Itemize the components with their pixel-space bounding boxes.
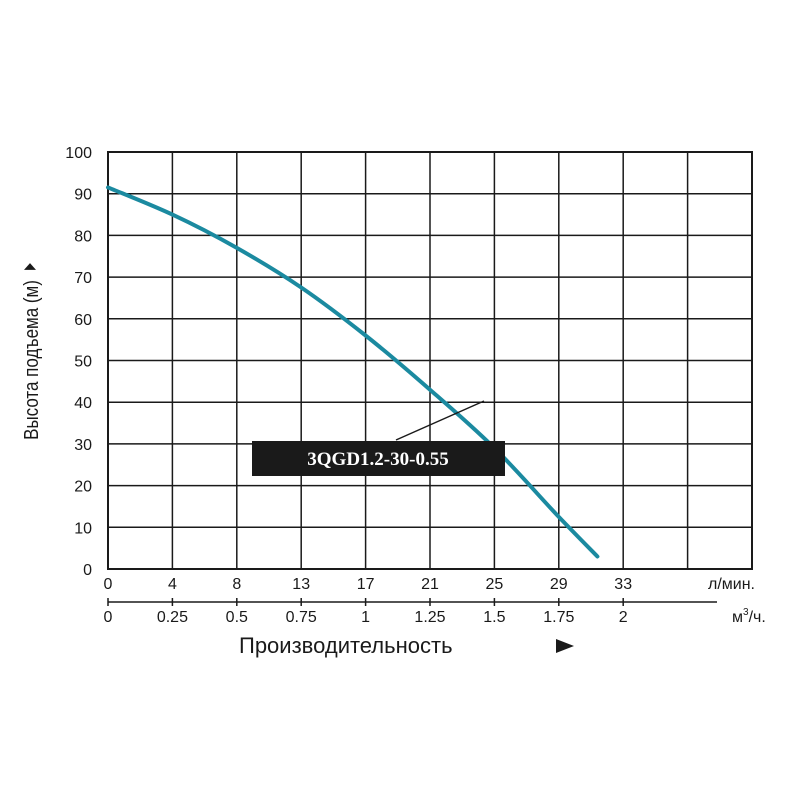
- chart-grid: [108, 152, 752, 569]
- x-tick-label-m3h: 0.75: [286, 609, 317, 626]
- y-axis-arrow-icon: [24, 263, 36, 270]
- series-line-pump-curve: [106, 185, 600, 559]
- x-tick-label-m3h: 1.5: [483, 609, 505, 626]
- x-tick-label-m3h: 1: [361, 609, 370, 626]
- x-tick-label-lmin: 17: [357, 576, 375, 593]
- y-tick-label: 40: [74, 395, 92, 412]
- y-tick-label: 20: [74, 479, 92, 496]
- x-axis-lmin-ticks: 0 4 8 13 17 21 25 29 33: [104, 576, 633, 593]
- x-tick-label-lmin: 25: [486, 576, 504, 593]
- x-tick-label-lmin: 21: [421, 576, 439, 593]
- x-tick-label-m3h: 1.75: [543, 609, 574, 626]
- x-axis-title: Производительность: [239, 633, 453, 658]
- model-label-leader: [395, 400, 485, 441]
- y-tick-label: 100: [65, 145, 92, 162]
- y-tick-label: 80: [74, 228, 92, 245]
- x-tick-label-lmin: 33: [614, 576, 632, 593]
- y-tick-label: 10: [74, 520, 92, 537]
- x-tick-label-lmin: 0: [104, 576, 113, 593]
- x-unit-m3h: м3/ч.: [732, 607, 766, 626]
- model-label: 3QGD1.2-30-0.55: [307, 449, 448, 470]
- x-tick-label-m3h: 0.25: [157, 609, 188, 626]
- y-tick-label: 70: [74, 270, 92, 287]
- x-unit-lmin: л/мин.: [708, 576, 755, 593]
- x-tick-label-lmin: 8: [232, 576, 241, 593]
- y-tick-label: 0: [83, 562, 92, 579]
- x-tick-label-lmin: 4: [168, 576, 177, 593]
- x-axis-m3h-ticks: 0 0.25 0.5 0.75 1 1.25 1.5 1.75 2: [104, 598, 628, 626]
- y-tick-label: 90: [74, 187, 92, 204]
- y-tick-label: 50: [74, 354, 92, 371]
- x-tick-label-lmin: 13: [292, 576, 310, 593]
- x-tick-label-m3h: 0: [104, 609, 113, 626]
- plot-frame: [107, 151, 753, 570]
- model-label-box: [252, 441, 505, 476]
- x-tick-label-lmin: 29: [550, 576, 568, 593]
- y-axis-title: Высота подъема (м): [20, 280, 43, 440]
- y-axis-ticks: 0 10 20 30 40 50 60 70 80 90 100: [65, 145, 92, 579]
- x-tick-label-m3h: 2: [619, 609, 628, 626]
- x-axis-arrow-icon: [556, 639, 574, 653]
- y-tick-label: 60: [74, 312, 92, 329]
- x-tick-label-m3h: 1.25: [414, 609, 445, 626]
- y-axis-title-group: Высота подъема (м): [20, 263, 43, 440]
- y-tick-label: 30: [74, 437, 92, 454]
- x-tick-label-m3h: 0.5: [226, 609, 248, 626]
